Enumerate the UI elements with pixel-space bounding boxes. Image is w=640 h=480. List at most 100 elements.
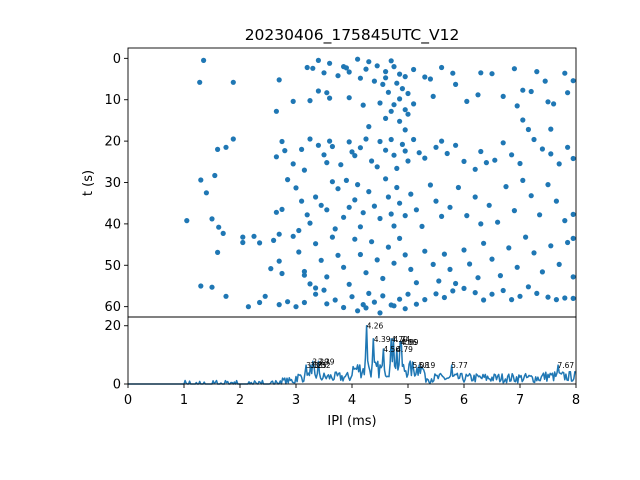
y-tick-label: 20: [104, 319, 121, 334]
scatter-point: [551, 101, 557, 107]
scatter-point: [315, 88, 321, 94]
scatter-point: [472, 166, 478, 172]
scatter-point: [402, 252, 408, 258]
scatter-point: [324, 90, 330, 96]
scatter-point: [397, 96, 403, 102]
scatter-point: [366, 290, 372, 296]
scatter-point: [360, 210, 366, 216]
scatter-point: [262, 293, 268, 299]
scatter-point: [198, 283, 204, 289]
scatter-point: [363, 66, 369, 72]
scatter-point: [517, 160, 523, 167]
histogram-x-ticks: 0 1 2 3 4 5 6 7 8: [124, 384, 580, 408]
scatter-point: [497, 273, 503, 279]
scatter-point: [391, 64, 397, 70]
scatter-point: [366, 189, 372, 195]
scatter-point: [341, 214, 347, 220]
scatter-point: [380, 293, 386, 299]
scatter-point: [514, 103, 520, 109]
scatter-point: [377, 215, 383, 222]
scatter-point: [405, 90, 411, 97]
peak-label: 5.08: [413, 361, 430, 370]
scatter-point: [313, 285, 319, 291]
scatter-point: [402, 148, 408, 154]
scatter-point: [531, 136, 537, 143]
scatter-point: [402, 107, 408, 113]
scatter-point: [548, 126, 554, 132]
scatter-point: [427, 182, 433, 188]
y-tick-label: 60: [104, 300, 121, 315]
scatter-point: [279, 138, 285, 145]
scatter-point: [556, 161, 562, 167]
scatter-point: [388, 108, 394, 114]
peak-label: 4.39: [374, 335, 391, 344]
scatter-point: [276, 77, 282, 83]
scatter-point: [282, 148, 288, 154]
scatter-point: [301, 167, 307, 173]
scatter-point: [525, 284, 532, 290]
scatter-point: [514, 264, 520, 270]
x-tick-label: 2: [236, 393, 244, 408]
scatter-point: [570, 78, 576, 84]
scatter-point: [301, 299, 307, 306]
scatter-point: [371, 78, 377, 84]
x-tick-label: 7: [516, 393, 524, 408]
scatter-point: [453, 280, 459, 287]
scatter-point: [388, 136, 394, 143]
scatter-point: [556, 261, 562, 267]
scatter-point: [450, 70, 456, 76]
scatter-point: [441, 294, 447, 301]
scatter-point: [346, 139, 352, 145]
histogram-axes-frame: [127, 316, 577, 385]
scatter-point: [411, 136, 417, 143]
scatter-point: [276, 258, 282, 264]
scatter-point: [467, 261, 473, 267]
scatter-point: [352, 153, 358, 159]
scatter-point: [495, 219, 501, 225]
scatter-point: [430, 261, 436, 267]
scatter-point: [388, 58, 394, 64]
peak-label: 4.89: [402, 338, 419, 347]
scatter-point: [355, 56, 361, 62]
scatter-point: [343, 65, 349, 71]
scatter-point: [500, 287, 506, 294]
scatter-point: [399, 86, 405, 92]
scatter-point: [324, 207, 330, 213]
scatter-point: [419, 223, 425, 229]
scatter-point: [307, 220, 313, 226]
peak-label: 4.79: [396, 345, 413, 354]
scatter-point: [321, 152, 327, 158]
scatter-point: [327, 138, 333, 144]
scatter-point: [408, 191, 414, 197]
x-axis-label: IPI (ms): [327, 414, 376, 429]
scatter-point: [478, 221, 484, 227]
scatter-point: [363, 305, 369, 311]
scatter-point: [525, 126, 532, 133]
scatter-point: [327, 60, 333, 66]
scatter-point: [240, 234, 246, 240]
scatter-point: [411, 101, 417, 107]
scatter-point: [324, 274, 330, 280]
scatter-point: [329, 143, 335, 150]
scatter-point: [321, 287, 327, 293]
scatter-point: [371, 203, 377, 209]
scatter-point: [307, 98, 313, 104]
scatter-point: [251, 233, 257, 239]
scatter-point: [304, 212, 310, 218]
scatter-point: [397, 71, 403, 77]
scatter-point: [385, 194, 391, 200]
scatter-point: [307, 281, 313, 287]
scatter-point: [433, 291, 439, 297]
y-tick-label: 40: [104, 217, 121, 232]
scatter-point: [327, 95, 333, 101]
scatter-point: [405, 158, 411, 164]
scatter-point: [374, 63, 380, 69]
scatter-point: [374, 164, 380, 170]
scatter-point: [422, 155, 428, 161]
scatter-point: [413, 207, 419, 213]
scatter-point: [268, 266, 274, 272]
scatter-point: [313, 241, 319, 247]
scatter-point: [500, 93, 506, 99]
scatter-point: [523, 234, 529, 240]
